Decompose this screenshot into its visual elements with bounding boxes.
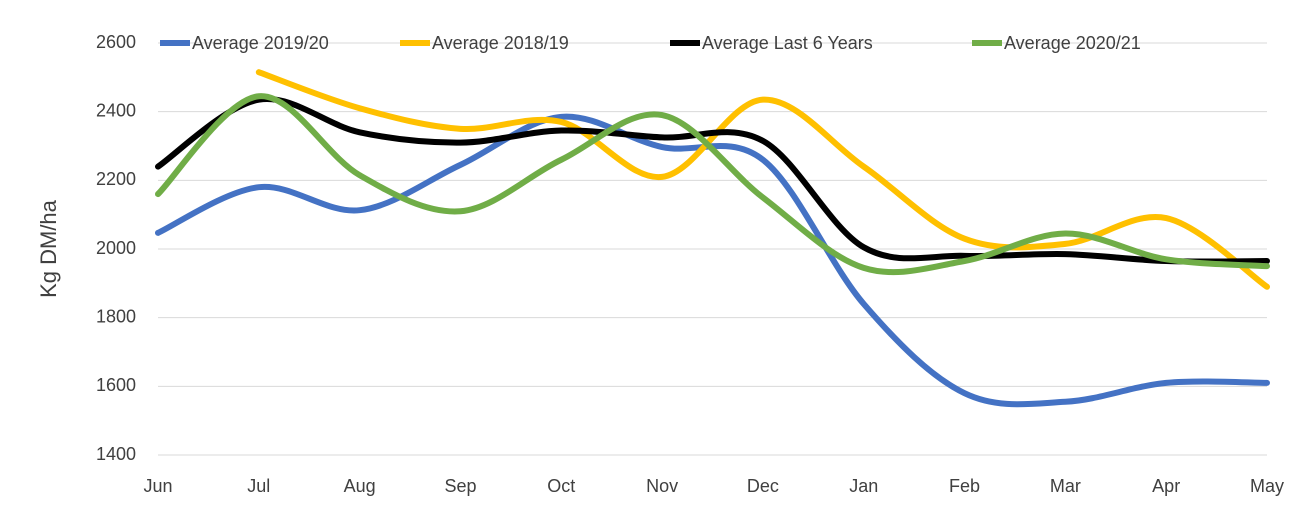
y-tick-label: 1400 <box>96 444 136 464</box>
x-tick-label: Feb <box>949 476 980 496</box>
x-tick-label: Jul <box>247 476 270 496</box>
series-line <box>155 93 1270 276</box>
y-tick-label: 2600 <box>96 32 136 52</box>
x-tick-label: Mar <box>1050 476 1081 496</box>
series-line <box>155 95 1270 265</box>
y-tick-label: 2000 <box>96 238 136 258</box>
y-axis-label: Kg DM/ha <box>36 199 61 298</box>
legend-label: Average 2020/21 <box>1004 33 1141 53</box>
y-tick-label: 2400 <box>96 100 136 120</box>
x-tick-label: Jan <box>849 476 878 496</box>
y-tick-label: 1600 <box>96 375 136 395</box>
x-tick-label: Jun <box>143 476 172 496</box>
series-line <box>155 113 1270 408</box>
legend-label: Average 2018/19 <box>432 33 569 53</box>
y-tick-label: 1800 <box>96 306 136 326</box>
x-tick-label: Oct <box>547 476 575 496</box>
x-tick-label: Aug <box>344 476 376 496</box>
x-tick-label: Nov <box>646 476 678 496</box>
x-tick-label: Apr <box>1152 476 1180 496</box>
x-tick-label: Dec <box>747 476 779 496</box>
x-tick-label: May <box>1250 476 1284 496</box>
x-tick-label: Sep <box>444 476 476 496</box>
legend-label: Average Last 6 Years <box>702 33 873 53</box>
legend-label: Average 2019/20 <box>192 33 329 53</box>
y-tick-label: 2200 <box>96 169 136 189</box>
